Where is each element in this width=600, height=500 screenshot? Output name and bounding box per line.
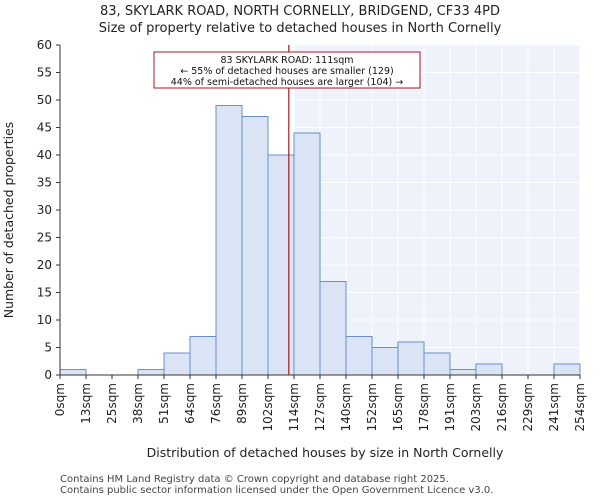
bar bbox=[293, 132, 321, 376]
annotation-box bbox=[153, 51, 421, 89]
y-tick-label: 40 bbox=[37, 148, 52, 162]
x-tick-label: 51sqm bbox=[157, 383, 171, 424]
x-tick-label: 25sqm bbox=[105, 383, 119, 424]
x-tick-label: 140sqm bbox=[339, 383, 353, 431]
x-tick-label: 76sqm bbox=[209, 383, 223, 424]
x-tick-label: 89sqm bbox=[235, 383, 249, 424]
y-tick-label: 45 bbox=[37, 121, 52, 135]
y-tick-label: 10 bbox=[37, 313, 52, 327]
y-tick-label: 0 bbox=[44, 368, 52, 382]
y-tick-label: 25 bbox=[37, 231, 52, 245]
y-tick-label: 35 bbox=[37, 176, 52, 190]
x-tick-label: 102sqm bbox=[261, 383, 275, 431]
annotation-line3: 44% of semi-detached houses are larger (… bbox=[171, 77, 404, 88]
bar bbox=[449, 369, 477, 376]
bar bbox=[241, 116, 269, 376]
bar bbox=[397, 341, 425, 376]
y-tick-label: 15 bbox=[37, 286, 52, 300]
y-tick-label: 30 bbox=[37, 203, 52, 217]
x-tick-label: 178sqm bbox=[417, 383, 431, 431]
bar bbox=[319, 281, 347, 376]
x-tick-label: 0sqm bbox=[53, 383, 67, 416]
chart-title-line1: 83, SKYLARK ROAD, NORTH CORNELLY, BRIDGE… bbox=[100, 4, 500, 19]
annotation-line1: 83 SKYLARK ROAD: 111sqm bbox=[220, 55, 353, 66]
x-tick-label: 165sqm bbox=[391, 383, 405, 431]
x-tick-label: 241sqm bbox=[547, 383, 561, 431]
bar bbox=[215, 105, 243, 376]
y-tick-label: 60 bbox=[37, 38, 52, 52]
y-axis-label: Number of detached properties bbox=[1, 122, 16, 319]
bar bbox=[475, 363, 503, 376]
x-tick-label: 191sqm bbox=[443, 383, 457, 431]
chart-title-line2: Size of property relative to detached ho… bbox=[98, 21, 502, 36]
x-tick-label: 216sqm bbox=[495, 383, 509, 431]
x-axis-label: Distribution of detached houses by size … bbox=[147, 445, 504, 460]
bar bbox=[553, 363, 581, 376]
x-tick-label: 254sqm bbox=[573, 383, 587, 431]
x-tick-label: 114sqm bbox=[287, 383, 301, 431]
annotation-line2: ← 55% of detached houses are smaller (12… bbox=[180, 66, 393, 77]
bar bbox=[371, 347, 399, 376]
x-tick-label: 152sqm bbox=[365, 383, 379, 431]
x-tick-label: 229sqm bbox=[521, 383, 535, 431]
x-tick-label: 13sqm bbox=[79, 383, 93, 424]
footer-licence: Contains public sector information licen… bbox=[60, 485, 494, 496]
y-tick-label: 55 bbox=[37, 66, 52, 80]
plot-area: 0 5 10 15 20 25 30 35 40 45 50 55 60 0sqm 13sqm 25sqm 38… bbox=[1, 38, 587, 460]
y-tick-label: 50 bbox=[37, 93, 52, 107]
x-tick-label: 38sqm bbox=[131, 383, 145, 424]
bar-chart: 0 5 10 15 20 25 30 35 40 45 50 55 60 0sqm 13sqm 25sqm 38… bbox=[1, 38, 587, 460]
bar bbox=[59, 369, 87, 376]
y-tick-label: 5 bbox=[44, 341, 52, 355]
bar bbox=[345, 336, 373, 376]
x-tick-label: 64sqm bbox=[183, 383, 197, 424]
bar bbox=[189, 336, 217, 376]
x-tick-label: 127sqm bbox=[313, 383, 327, 431]
bar bbox=[137, 369, 165, 376]
bar bbox=[267, 154, 295, 376]
x-tick-label: 203sqm bbox=[469, 383, 483, 431]
bar bbox=[423, 352, 451, 376]
bar bbox=[163, 352, 191, 376]
y-tick-label: 20 bbox=[37, 258, 52, 272]
footer-copyright: Contains HM Land Registry data © Crown c… bbox=[60, 474, 449, 485]
